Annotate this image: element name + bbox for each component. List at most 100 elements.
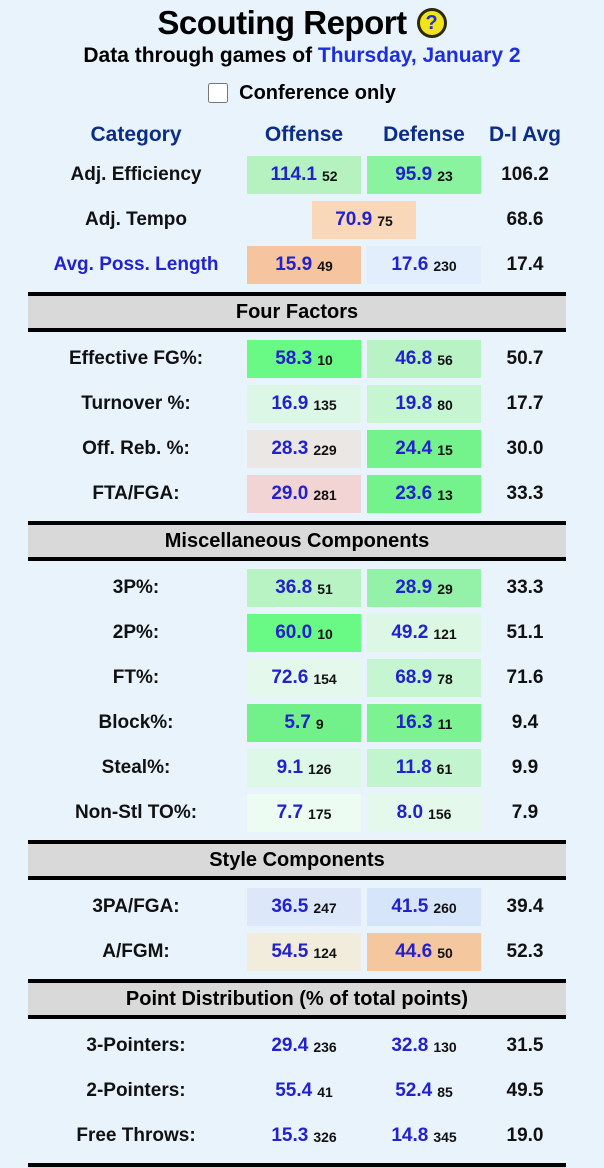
defense-stat-cell: 24.4 15 bbox=[367, 429, 481, 468]
category-label: Effective FG%: bbox=[68, 347, 204, 369]
stat-value: 114.1 bbox=[270, 163, 317, 185]
stat-rank: 49 bbox=[317, 258, 333, 274]
section-header-bar: Point Distribution (% of total points) bbox=[28, 979, 566, 1019]
defense-cell-wrap: 23.6 13 bbox=[364, 474, 484, 513]
table-row: Block%: 5.7 9 16.3 11 9.4 bbox=[28, 700, 566, 745]
di-avg-value: 7.9 bbox=[511, 801, 539, 823]
di-avg-value: 68.6 bbox=[506, 208, 544, 230]
stat-rank: 56 bbox=[437, 352, 453, 368]
stat-value: 44.6 bbox=[395, 940, 433, 962]
stat-value: 29.0 bbox=[271, 482, 309, 504]
di-avg-value: 50.7 bbox=[506, 347, 544, 369]
defense-stat-cell: 28.9 29 bbox=[367, 568, 481, 607]
offense-cell-wrap: 58.3 10 bbox=[244, 339, 364, 378]
table-row: Effective FG%: 58.3 10 46.8 56 50.7 bbox=[28, 336, 566, 381]
category-label: 2-Pointers: bbox=[86, 1079, 186, 1101]
offense-cell-wrap: 5.7 9 bbox=[244, 703, 364, 742]
stat-value: 19.8 bbox=[395, 392, 433, 414]
section-header-bar: Four Factors bbox=[28, 292, 566, 332]
stat-value: 17.6 bbox=[391, 253, 429, 275]
table-row: Free Throws: 15.3 326 14.8 345 19.0 bbox=[28, 1113, 566, 1158]
column-header-defense: Defense bbox=[383, 123, 465, 146]
stat-rank: 15 bbox=[437, 442, 453, 458]
stat-rank: 9 bbox=[315, 716, 324, 732]
offense-stat-cell: 54.5 124 bbox=[247, 932, 361, 971]
stat-rank: 247 bbox=[313, 900, 337, 916]
offense-cell-wrap: 60.0 10 bbox=[244, 613, 364, 652]
di-avg-value: 39.4 bbox=[506, 895, 544, 917]
offense-cell-wrap: 15.3 326 bbox=[244, 1117, 364, 1155]
merged-cell-wrap: 70.9 75 bbox=[244, 200, 484, 239]
category-label: A/FGM: bbox=[102, 940, 170, 962]
di-avg-value: 71.6 bbox=[506, 666, 544, 688]
page-header: Scouting Report ? bbox=[0, 0, 604, 44]
offense-cell-wrap: 36.5 247 bbox=[244, 887, 364, 926]
conference-only-row: Conference only bbox=[0, 76, 604, 110]
defense-stat-cell: 19.8 80 bbox=[367, 384, 481, 423]
category-label: 3PA/FGA: bbox=[92, 895, 180, 917]
table-row: Adj. Tempo 70.9 75 68.6 bbox=[28, 197, 566, 242]
stat-value: 11.8 bbox=[395, 756, 432, 778]
offense-stat-cell: 36.8 51 bbox=[247, 568, 361, 607]
table-row: 3P%: 36.8 51 28.9 29 33.3 bbox=[28, 565, 566, 610]
stat-rank: 75 bbox=[377, 213, 393, 229]
offense-stat-cell: 28.3 229 bbox=[247, 429, 361, 468]
stat-value: 55.4 bbox=[275, 1079, 313, 1101]
di-avg-value: 9.4 bbox=[511, 711, 539, 733]
stat-rank: 29 bbox=[437, 581, 453, 597]
stat-value: 15.9 bbox=[275, 253, 313, 275]
di-avg-value: 106.2 bbox=[501, 163, 549, 185]
di-avg-value: 52.3 bbox=[506, 940, 544, 962]
conference-only-checkbox[interactable] bbox=[208, 83, 229, 103]
stat-rank: 23 bbox=[437, 168, 453, 184]
offense-cell-wrap: 36.8 51 bbox=[244, 568, 364, 607]
defense-cell-wrap: 8.0 156 bbox=[364, 793, 484, 832]
stat-value: 15.3 bbox=[271, 1124, 309, 1146]
defense-cell-wrap: 41.5 260 bbox=[364, 887, 484, 926]
offense-cell-wrap: 29.4 236 bbox=[244, 1027, 364, 1065]
offense-cell-wrap: 7.7 175 bbox=[244, 793, 364, 832]
date-link[interactable]: Thursday, January 2 bbox=[317, 44, 521, 67]
defense-stat-cell: 23.6 13 bbox=[367, 474, 481, 513]
stat-value: 23.6 bbox=[395, 482, 433, 504]
stat-value: 52.4 bbox=[395, 1079, 433, 1101]
defense-cell-wrap: 32.8 130 bbox=[364, 1027, 484, 1065]
offense-cell-wrap: 29.0 281 bbox=[244, 474, 364, 513]
stat-rank: 61 bbox=[436, 761, 453, 777]
di-avg-value: 31.5 bbox=[506, 1034, 544, 1056]
category-label[interactable]: Avg. Poss. Length bbox=[53, 253, 219, 275]
section-header-bar: Miscellaneous Components bbox=[28, 521, 566, 561]
offense-stat-cell: 16.9 135 bbox=[247, 384, 361, 423]
offense-stat-cell: 60.0 10 bbox=[247, 613, 361, 652]
di-avg-value: 30.0 bbox=[506, 437, 544, 459]
stat-rank: 13 bbox=[437, 487, 453, 503]
stat-rank: 229 bbox=[313, 442, 337, 458]
stat-rank: 236 bbox=[313, 1039, 337, 1055]
category-label: 3-Pointers: bbox=[86, 1034, 186, 1056]
category-label: FTA/FGA: bbox=[92, 482, 180, 504]
stat-value: 8.0 bbox=[396, 801, 424, 823]
table-row: Adj. Efficiency 114.1 52 95.9 23 106.2 bbox=[28, 152, 566, 197]
help-icon[interactable]: ? bbox=[416, 8, 447, 38]
stat-rank: 80 bbox=[437, 397, 453, 413]
table-row: 2P%: 60.0 10 49.2 121 51.1 bbox=[28, 610, 566, 655]
defense-stat-cell: 41.5 260 bbox=[367, 887, 481, 926]
defense-cell-wrap: 28.9 29 bbox=[364, 568, 484, 607]
stat-rank: 10 bbox=[317, 626, 333, 642]
defense-stat-cell: 52.4 85 bbox=[367, 1072, 481, 1110]
category-label: Turnover %: bbox=[81, 392, 191, 414]
category-label: Off. Reb. %: bbox=[82, 437, 190, 459]
offense-cell-wrap: 114.1 52 bbox=[244, 155, 364, 194]
stat-rank: 156 bbox=[428, 806, 452, 822]
stat-value: 36.5 bbox=[271, 895, 309, 917]
offense-stat-cell: 15.3 326 bbox=[247, 1117, 361, 1155]
offense-stat-cell: 114.1 52 bbox=[247, 155, 361, 194]
offense-stat-cell: 29.0 281 bbox=[247, 474, 361, 513]
conference-only-label: Conference only bbox=[239, 81, 396, 104]
category-label: Block%: bbox=[98, 711, 174, 733]
table-row: A/FGM: 54.5 124 44.6 50 52.3 bbox=[28, 929, 566, 974]
defense-cell-wrap: 68.9 78 bbox=[364, 658, 484, 697]
defense-cell-wrap: 49.2 121 bbox=[364, 613, 484, 652]
offense-cell-wrap: 55.4 41 bbox=[244, 1072, 364, 1110]
table-row: 3PA/FGA: 36.5 247 41.5 260 39.4 bbox=[28, 884, 566, 929]
